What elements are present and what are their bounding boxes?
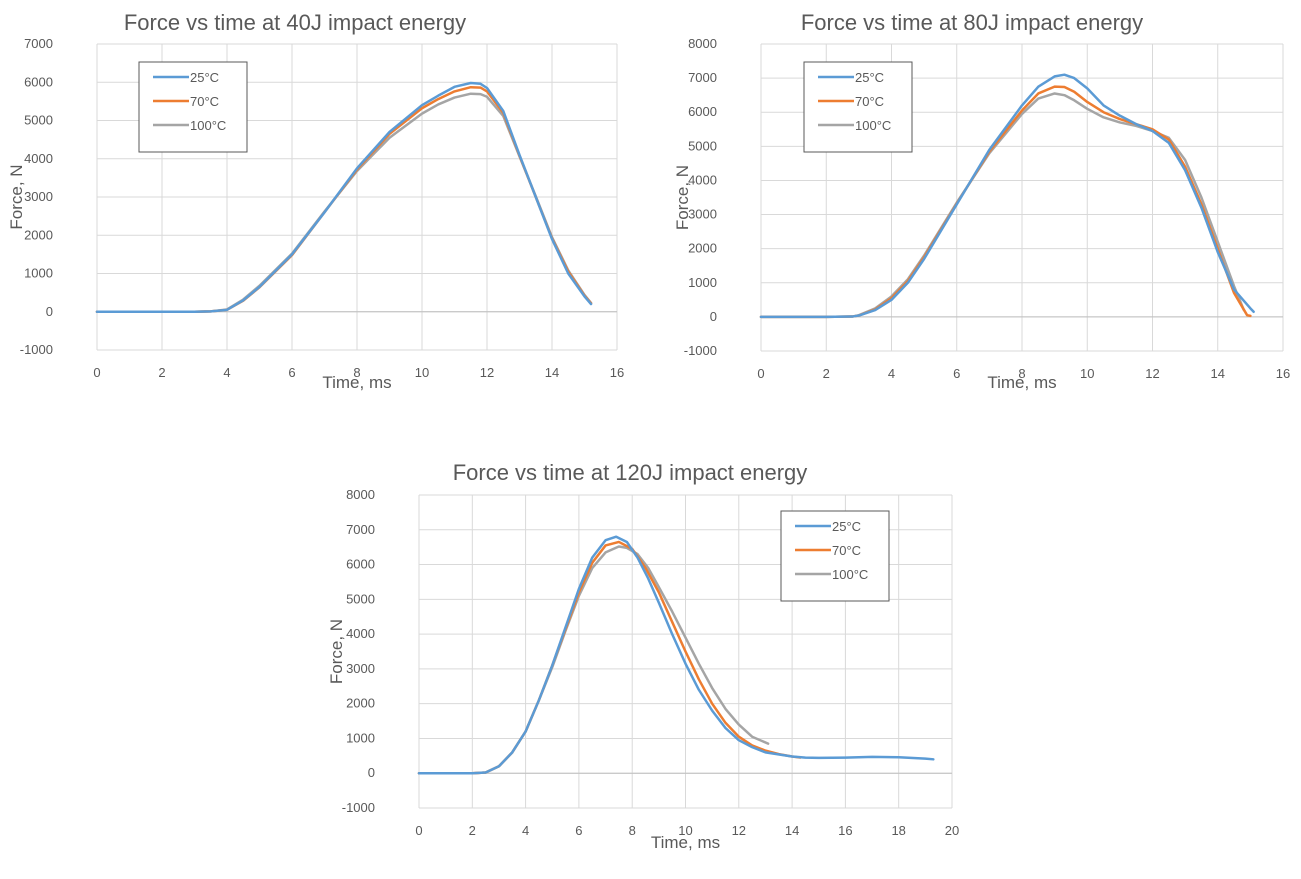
y-tick-label: 3000 (346, 661, 375, 676)
x-tick-label: 2 (469, 823, 476, 838)
legend-label: 70°C (190, 94, 219, 109)
x-tick-label: 14 (785, 823, 799, 838)
legend: 25°C 70°C 100°C (803, 61, 913, 153)
y-tick-label: 6000 (346, 557, 375, 572)
y-tick-label: 8000 (688, 36, 717, 51)
y-tick-label: 4000 (346, 626, 375, 641)
y-axis-label: Force, N (327, 619, 346, 684)
x-axis-label: Time, ms (322, 373, 391, 392)
y-tick-label: 0 (46, 304, 53, 319)
legend-label: 70°C (832, 543, 861, 558)
y-tick-label: 2000 (24, 227, 53, 242)
y-tick-label: 5000 (346, 591, 375, 606)
chart-1: -1000 0 1000 2000 3000 4000 5000 6000 7000 0 2 4 6 8 1… (7, 10, 624, 392)
legend-label: 25°C (190, 70, 219, 85)
legend-label: 100°C (190, 118, 226, 133)
y-tick-label: 2000 (688, 241, 717, 256)
x-tick-label: 8 (353, 365, 360, 380)
x-tick-label: 16 (1276, 366, 1290, 381)
y-tick-label: 7000 (346, 522, 375, 537)
y-tick-label: 7000 (688, 70, 717, 85)
y-axis-label: Force, N (673, 165, 692, 230)
y-tick-label: -1000 (684, 343, 717, 358)
y-tick-label: 6000 (24, 74, 53, 89)
legend-box (138, 61, 248, 153)
y-tick-label: 0 (368, 765, 375, 780)
chart-title: Force vs time at 40J impact energy (124, 10, 466, 35)
legend: 25°C 70°C 100°C (780, 510, 890, 602)
y-tick-label: 5000 (24, 113, 53, 128)
chart-2: -1000 0 1000 2000 3000 4000 5000 6000 7000 8000 0 2… (673, 10, 1290, 392)
x-tick-label: 16 (838, 823, 852, 838)
series-line-25c (759, 73, 1255, 319)
x-tick-label: 8 (629, 823, 636, 838)
x-tick-label: 0 (93, 365, 100, 380)
x-tick-label: 0 (415, 823, 422, 838)
legend-label: 25°C (855, 70, 884, 85)
x-tick-label: 10 (415, 365, 429, 380)
y-tick-label: -1000 (342, 800, 375, 815)
y-tick-label: 0 (710, 309, 717, 324)
x-axis-label: Time, ms (651, 833, 720, 852)
chart-title: Force vs time at 80J impact energy (801, 10, 1143, 35)
x-tick-label: 18 (891, 823, 905, 838)
x-tick-label: 2 (158, 365, 165, 380)
y-tick-label: 1000 (24, 266, 53, 281)
x-tick-label: 10 (1080, 366, 1094, 381)
x-tick-label: 2 (823, 366, 830, 381)
x-tick-label: 8 (1018, 366, 1025, 381)
x-tick-label: 6 (953, 366, 960, 381)
series-line-25c (95, 81, 593, 313)
y-tick-label: 6000 (688, 104, 717, 119)
x-tick-label: 14 (545, 365, 559, 380)
x-tick-label: 20 (945, 823, 959, 838)
series-line-25c (417, 535, 935, 775)
x-tick-label: 6 (288, 365, 295, 380)
legend: 25°C 70°C 100°C (138, 61, 248, 153)
legend-label: 100°C (832, 567, 868, 582)
x-tick-label: 4 (522, 823, 529, 838)
legend-label: 100°C (855, 118, 891, 133)
x-tick-label: 10 (678, 823, 692, 838)
y-tick-label: 8000 (346, 487, 375, 502)
y-tick-label: 7000 (24, 36, 53, 51)
x-tick-label: 14 (1211, 366, 1225, 381)
legend-label: 70°C (855, 94, 884, 109)
chart-3: -1000 0 1000 2000 3000 4000 5000 6000 7000 8000 0 2… (327, 460, 959, 852)
x-tick-label: 0 (757, 366, 764, 381)
legend-label: 25°C (832, 519, 861, 534)
x-tick-label: 4 (223, 365, 230, 380)
x-tick-label: 16 (610, 365, 624, 380)
x-tick-label: 12 (1145, 366, 1159, 381)
y-tick-label: 1000 (346, 730, 375, 745)
y-tick-label: 4000 (688, 172, 717, 187)
series-line-100c (417, 545, 770, 775)
y-tick-label: 4000 (24, 151, 53, 166)
y-axis-label: Force, N (7, 164, 26, 229)
y-tick-label: 5000 (688, 138, 717, 153)
x-axis-label: Time, ms (987, 373, 1056, 392)
y-tick-label: 1000 (688, 275, 717, 290)
y-tick-label: -1000 (20, 342, 53, 357)
x-tick-label: 12 (480, 365, 494, 380)
y-tick-label: 3000 (24, 189, 53, 204)
x-tick-label: 12 (732, 823, 746, 838)
y-tick-label: 3000 (688, 207, 717, 222)
y-tick-label: 2000 (346, 696, 375, 711)
chart-title: Force vs time at 120J impact energy (453, 460, 808, 485)
x-tick-label: 6 (575, 823, 582, 838)
x-tick-label: 4 (888, 366, 895, 381)
